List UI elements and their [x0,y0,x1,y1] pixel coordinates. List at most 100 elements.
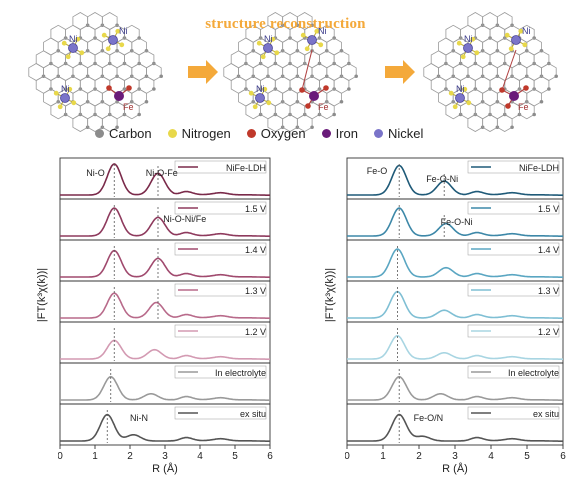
reconstruction-arrow-icon [188,60,218,84]
oxygen-dot-icon [246,129,256,138]
oxygen-atom-icon [126,85,132,91]
hexagon-ring [482,114,498,132]
panel-frame [346,239,564,282]
hexagon-ring [496,114,513,132]
spectrum-panel: 1.3 V [59,280,271,323]
legend-box [174,365,267,379]
nitrogen-atom-icon [260,54,266,60]
nitrogen-atom-icon [508,46,514,52]
carbon-atom-icon [354,74,358,79]
legend-carbon: Carbon [95,126,152,141]
series-legend-label: 1.4 V [538,245,559,255]
structure-banner: Ni Ni Ni Fe Ni Ni Ni Fe Ni Ni Ni Fe structure recon… [0,0,571,150]
iron-atom-label: Fe [518,102,529,112]
fe-edge-ft-chart: NiFe-LDH 1.5 V 1.4 V 1.3 V 1.2 V In electroly… [345,157,566,475]
peak-annotation: Ni-O [86,168,105,178]
carbon-atom-icon [310,125,314,130]
spectrum-line [347,164,563,196]
x-tick-label: 2 [127,451,133,462]
carbon-atom-icon [347,87,351,91]
spectrum-line [347,413,563,442]
hexagon-ring [467,114,484,132]
spectrum-line [347,375,563,401]
nitrogen-atom-icon [67,86,73,92]
carbon-atom-icon [532,112,536,117]
nitrogen-dot-icon [167,129,177,138]
legend-box [174,242,267,256]
x-tick-label: 3 [452,451,458,462]
carbon-atom-icon [539,99,544,104]
nitrogen-atom-icon [256,40,262,46]
series-legend-label: ex situ [533,409,559,419]
iron-atom-icon [309,91,319,101]
legend-box [174,283,267,297]
nickel-atom-icon [463,43,473,53]
lattice-panel-1: Ni Ni Ni Fe [28,12,163,132]
nitrogen-atom-icon [71,100,77,106]
banner-title: structure reconstruction [205,16,366,32]
hexagon-ring [245,101,262,120]
nitrogen-atom-icon [266,100,272,106]
x-tick-label: 5 [232,451,238,462]
nitrogen-atom-icon [262,86,268,92]
spectrum-line [60,375,270,401]
carbon-atom-icon [159,74,163,79]
nickel-atom-label: Ni [264,34,273,44]
nickel-atom-icon [511,35,521,45]
series-legend-label: 1.4 V [245,245,266,255]
spectrum-line [60,292,270,319]
spectrum-line [347,334,563,360]
spectrum-line [60,163,270,196]
nitrogen-atom-icon [456,40,462,46]
series-legend-label: 1.2 V [538,327,559,337]
nitrogen-atom-icon [522,42,528,48]
oxygen-atom-icon [323,85,329,91]
hexagon-ring [296,114,313,132]
legend-iron: Iron [321,126,358,141]
spectrum-panel: 1.4 V [59,239,271,282]
nickel-atom-label: Ni [522,26,531,36]
hexagon-ring [318,101,335,120]
iron-dot-icon [321,129,331,138]
spectrum-panel: In electrolyte [346,362,564,405]
nitrogen-atom-icon [466,100,472,106]
svg-text:|FT(k³χ(k))|: |FT(k³χ(k))| [36,268,48,322]
hexagon-ring [230,75,247,94]
nickel-atom-label: Ni [464,34,473,44]
legend-box [467,201,560,215]
series-legend-label: 1.3 V [538,286,559,296]
spectrum-panel: 1.5 V [346,198,564,241]
spectrum-line [60,249,270,278]
nitrogen-atom-icon [53,90,59,96]
x-tick-label: 1 [92,451,98,462]
nitrogen-atom-icon [115,28,121,34]
nickel-atom-label: Ni [456,84,465,94]
nitrogen-atom-icon [101,32,107,38]
nitrogen-atom-icon [448,90,454,96]
peak-annotation: Ni-O-Fe [146,168,178,178]
peak-annotation: Fe-O-Ni [426,174,458,184]
series-legend-label: NiFe-LDH [226,163,266,173]
legend-box [467,160,560,174]
nitrogen-atom-icon [105,46,111,52]
legend-nitrogen: Nitrogen [167,126,231,141]
x-axis-label: R (Å) [152,462,178,475]
x-tick-label: 1 [380,451,386,462]
nickel-dot-icon [374,129,383,138]
legend-box [467,242,560,256]
nickel-atom-label: Ni [69,34,78,44]
ni-o-fe-bridge [501,49,517,91]
spectrum-panel: NiFe-LDH [59,157,271,200]
legend-box [174,324,267,338]
spectrum-line [60,339,270,360]
peak-annotation: Fe-O-Ni [441,217,473,227]
nickel-atom-icon [263,43,273,53]
hexagon-ring [101,114,118,132]
legend-box [174,201,267,215]
nitrogen-atom-icon [57,104,63,110]
nitrogen-atom-icon [460,54,466,60]
peak-annotation: Ni-O-Ni/Fe [163,214,206,224]
nitrogen-atom-icon [318,42,324,48]
series-legend-label: In electrolyte [508,368,559,378]
series-legend-label: NiFe-LDH [519,163,559,173]
